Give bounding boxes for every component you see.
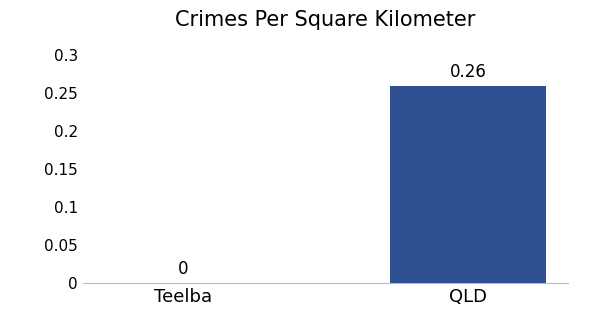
Text: 0: 0: [178, 260, 188, 278]
Bar: [390, 86, 546, 283]
Text: 0.26: 0.26: [449, 63, 487, 81]
Title: Crimes Per Square Kilometer: Crimes Per Square Kilometer: [175, 10, 476, 30]
